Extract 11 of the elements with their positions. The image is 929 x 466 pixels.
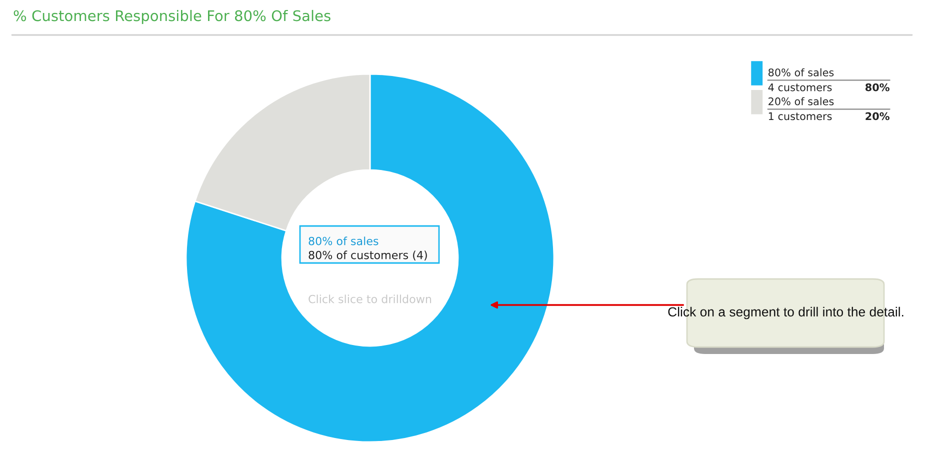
legend-label: 20% of sales [768, 97, 834, 106]
text: 1 customers [768, 112, 832, 120]
text: 80% [865, 83, 890, 92]
donut-slice [185, 73, 555, 443]
chart-title: % Customers Responsible For 80% Of Sales [14, 10, 330, 24]
legend-label: 80% of sales [768, 68, 834, 76]
text: Click on a segment to drill into the detail. [668, 306, 904, 320]
text: 20% [866, 112, 890, 120]
text: 80% of sales [308, 236, 378, 246]
text: 4 customers [768, 84, 832, 92]
text: 80% of customers (4) [308, 250, 427, 261]
